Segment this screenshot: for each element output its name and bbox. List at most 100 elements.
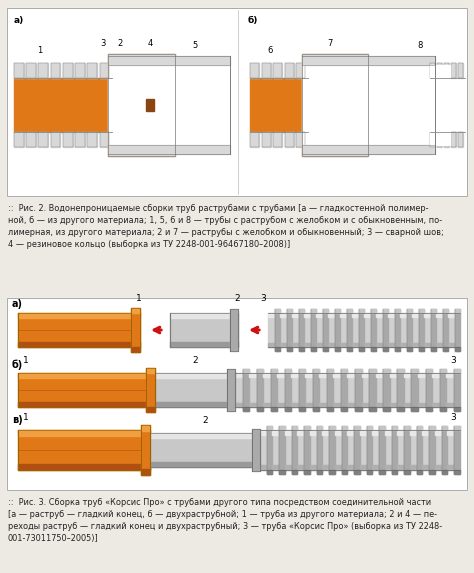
Bar xyxy=(304,313,310,347)
Bar xyxy=(417,469,422,474)
Bar xyxy=(394,309,400,313)
Bar xyxy=(310,309,316,351)
Bar xyxy=(155,402,235,407)
Bar xyxy=(376,313,383,347)
Bar xyxy=(446,403,454,407)
Bar xyxy=(333,403,341,407)
Bar xyxy=(285,465,292,470)
Bar xyxy=(443,309,448,313)
Bar xyxy=(379,426,385,474)
Bar xyxy=(437,132,442,147)
Bar xyxy=(100,63,109,78)
Bar xyxy=(319,373,327,377)
Bar xyxy=(304,469,310,474)
Bar xyxy=(429,426,435,430)
Bar xyxy=(369,369,375,374)
Bar xyxy=(7,8,467,196)
Bar xyxy=(262,63,271,78)
Bar xyxy=(267,426,273,474)
Bar xyxy=(299,369,305,374)
Bar xyxy=(316,313,323,347)
Bar xyxy=(252,429,260,471)
Bar xyxy=(435,430,442,435)
Bar xyxy=(432,403,439,407)
Bar xyxy=(18,373,155,378)
Bar xyxy=(291,373,299,377)
Bar xyxy=(373,430,379,435)
Bar xyxy=(51,132,60,147)
Bar xyxy=(262,132,271,147)
Bar xyxy=(422,430,429,435)
Bar xyxy=(375,403,383,407)
Bar xyxy=(323,347,328,351)
Bar xyxy=(437,63,442,78)
Bar xyxy=(273,430,279,435)
Bar xyxy=(371,309,376,351)
Bar xyxy=(18,342,140,347)
Bar xyxy=(426,369,432,374)
Bar xyxy=(302,65,435,145)
Bar xyxy=(141,425,150,431)
Bar xyxy=(404,426,410,430)
Bar xyxy=(410,430,417,470)
Bar xyxy=(392,426,398,474)
Bar xyxy=(299,347,304,351)
Bar xyxy=(273,132,282,147)
Text: 1: 1 xyxy=(37,46,43,55)
Bar xyxy=(454,369,460,374)
Bar xyxy=(359,309,364,351)
Text: 1: 1 xyxy=(23,356,29,365)
Text: 3: 3 xyxy=(450,356,456,365)
Text: 1: 1 xyxy=(136,294,142,303)
Bar xyxy=(305,373,313,377)
Bar xyxy=(298,430,304,435)
Bar xyxy=(268,343,274,347)
Bar xyxy=(448,313,455,347)
Bar xyxy=(426,407,432,411)
Bar xyxy=(75,132,85,147)
Bar xyxy=(437,63,442,78)
Bar xyxy=(439,369,446,374)
Bar xyxy=(424,343,430,347)
Bar xyxy=(108,145,230,154)
Bar xyxy=(292,426,298,430)
Bar xyxy=(317,426,322,430)
Bar xyxy=(243,369,249,411)
Bar xyxy=(379,469,385,474)
Bar xyxy=(444,63,449,78)
Bar xyxy=(383,347,388,351)
Bar xyxy=(360,430,367,470)
Bar xyxy=(411,369,418,411)
Bar xyxy=(273,430,279,470)
Bar xyxy=(447,465,455,470)
Bar xyxy=(388,313,394,347)
Bar xyxy=(432,373,439,377)
Bar xyxy=(298,430,304,470)
Bar xyxy=(360,465,367,470)
Bar xyxy=(227,369,235,411)
Bar xyxy=(447,430,455,470)
Bar xyxy=(352,313,359,347)
Text: 2: 2 xyxy=(202,416,208,425)
Bar xyxy=(63,132,73,147)
Bar xyxy=(436,313,443,317)
Bar xyxy=(451,132,456,147)
Text: 6: 6 xyxy=(267,46,273,55)
Bar xyxy=(375,373,383,377)
Bar xyxy=(455,347,460,351)
Bar xyxy=(88,132,97,147)
Bar xyxy=(359,309,364,313)
Bar xyxy=(448,313,455,317)
Bar xyxy=(412,313,419,347)
Text: 2: 2 xyxy=(234,294,240,303)
Bar xyxy=(446,373,454,407)
Bar xyxy=(446,373,454,377)
Bar xyxy=(360,430,367,435)
Bar xyxy=(257,407,263,411)
Bar xyxy=(313,369,319,411)
Bar xyxy=(14,63,24,78)
Text: б): б) xyxy=(248,16,258,25)
Bar xyxy=(371,309,376,313)
Bar xyxy=(373,430,379,470)
Bar xyxy=(131,308,140,352)
